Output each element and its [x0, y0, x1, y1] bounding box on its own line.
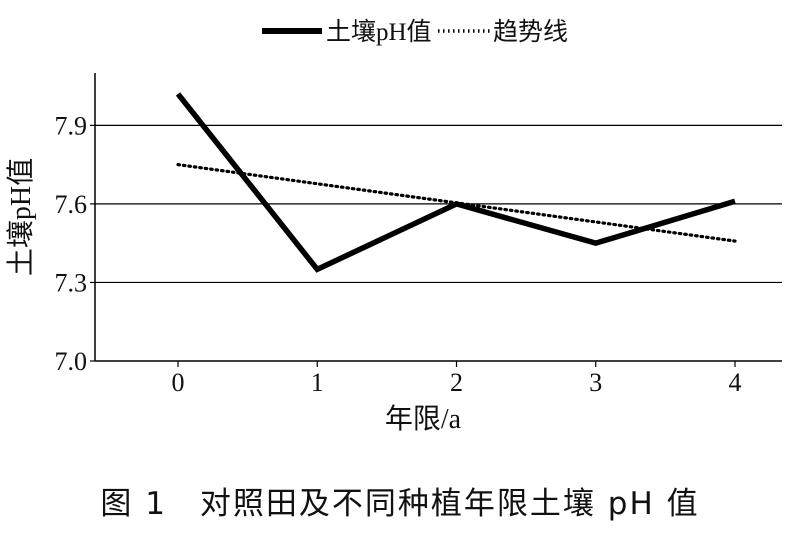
- x-tick-label: 4: [729, 368, 742, 397]
- legend-label-series-2: 趋势线: [493, 18, 568, 46]
- legend-label-series-1: 土壤pH值: [326, 18, 432, 46]
- y-tick-label: 7.3: [55, 268, 88, 297]
- axes: [94, 73, 782, 362]
- x-axis-label: 年限/a: [385, 403, 462, 435]
- x-tick-label: 0: [172, 368, 185, 397]
- legend: 土壤pH值 趋势线: [262, 18, 568, 46]
- series: [175, 92, 737, 273]
- x-ticks: 0 1 2 3 4: [172, 361, 742, 397]
- figure-caption: 图 1 对照田及不同种植年限土壤 pH 值: [100, 486, 700, 522]
- y-axis-label: 土壤pH值: [5, 158, 37, 276]
- y-tick-label: 7.0: [55, 347, 88, 376]
- x-tick-label: 3: [589, 368, 602, 397]
- y-ticks: 7.0 7.3 7.6 7.9: [55, 111, 95, 376]
- grid: [95, 124, 782, 284]
- y-tick-label: 7.9: [55, 111, 88, 140]
- trend-line: [176, 163, 737, 243]
- y-tick-label: 7.6: [55, 190, 88, 219]
- x-tick-label: 2: [450, 368, 463, 397]
- x-tick-label: 1: [311, 368, 324, 397]
- ph-value-line: [175, 92, 736, 273]
- chart: 土壤pH值 趋势线 7.0 7.3 7.6 7.9 0 1 2 3 4 土壤pH值 年限/a: [5, 18, 782, 435]
